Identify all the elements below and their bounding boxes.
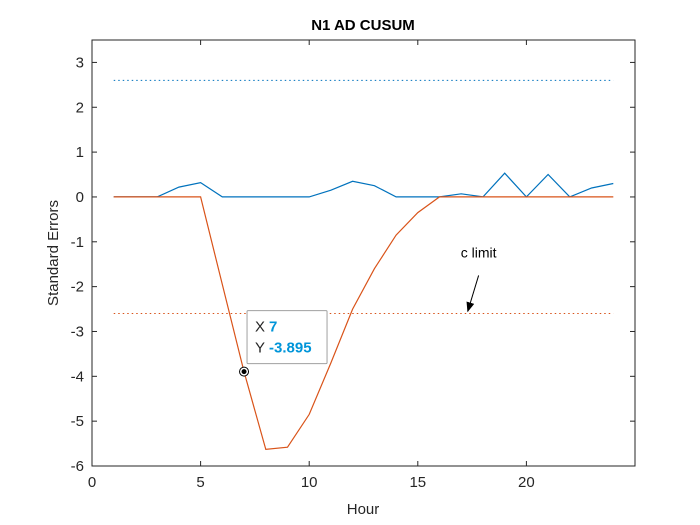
- y-tick-label: -3: [71, 323, 84, 340]
- annotation-arrow: [466, 275, 480, 313]
- y-tick-label: -5: [71, 413, 84, 430]
- datatip[interactable]: X 7Y -3.895: [239, 310, 328, 377]
- y-tick-label: -6: [71, 458, 84, 475]
- y-tick-label: -4: [71, 368, 84, 385]
- datatip-y-value: -3.895: [269, 340, 312, 357]
- x-tick-label: 5: [196, 474, 204, 491]
- datatip-y-label: Y: [255, 340, 265, 357]
- datatip-marker-dot: [241, 369, 247, 375]
- annotation-text: c limit: [461, 244, 497, 260]
- datatip-x-label: X: [255, 319, 265, 336]
- annotations: c limit: [461, 244, 497, 313]
- y-tick-label: 0: [76, 189, 84, 206]
- x-tick-label: 10: [301, 474, 318, 491]
- chart-title: N1 AD CUSUM: [311, 17, 415, 34]
- series-lines: [113, 172, 614, 451]
- x-tick-label: 15: [409, 474, 426, 491]
- y-tick-label: -2: [71, 279, 84, 296]
- series-line: [113, 196, 614, 451]
- y-axis-label: Standard Errors: [45, 200, 62, 306]
- series-line: [113, 172, 614, 198]
- y-tick-label: 1: [76, 144, 84, 161]
- x-axis-label: Hour: [347, 501, 380, 518]
- axes-box: [91, 39, 636, 467]
- y-tick-label: 2: [76, 99, 84, 116]
- datatip-box: [246, 310, 328, 365]
- y-tick-label: -1: [71, 234, 84, 251]
- x-tick-label: 0: [88, 474, 96, 491]
- datatip-x-value: 7: [269, 319, 277, 336]
- x-tick-label: 20: [518, 474, 535, 491]
- y-tick-label: 3: [76, 54, 84, 71]
